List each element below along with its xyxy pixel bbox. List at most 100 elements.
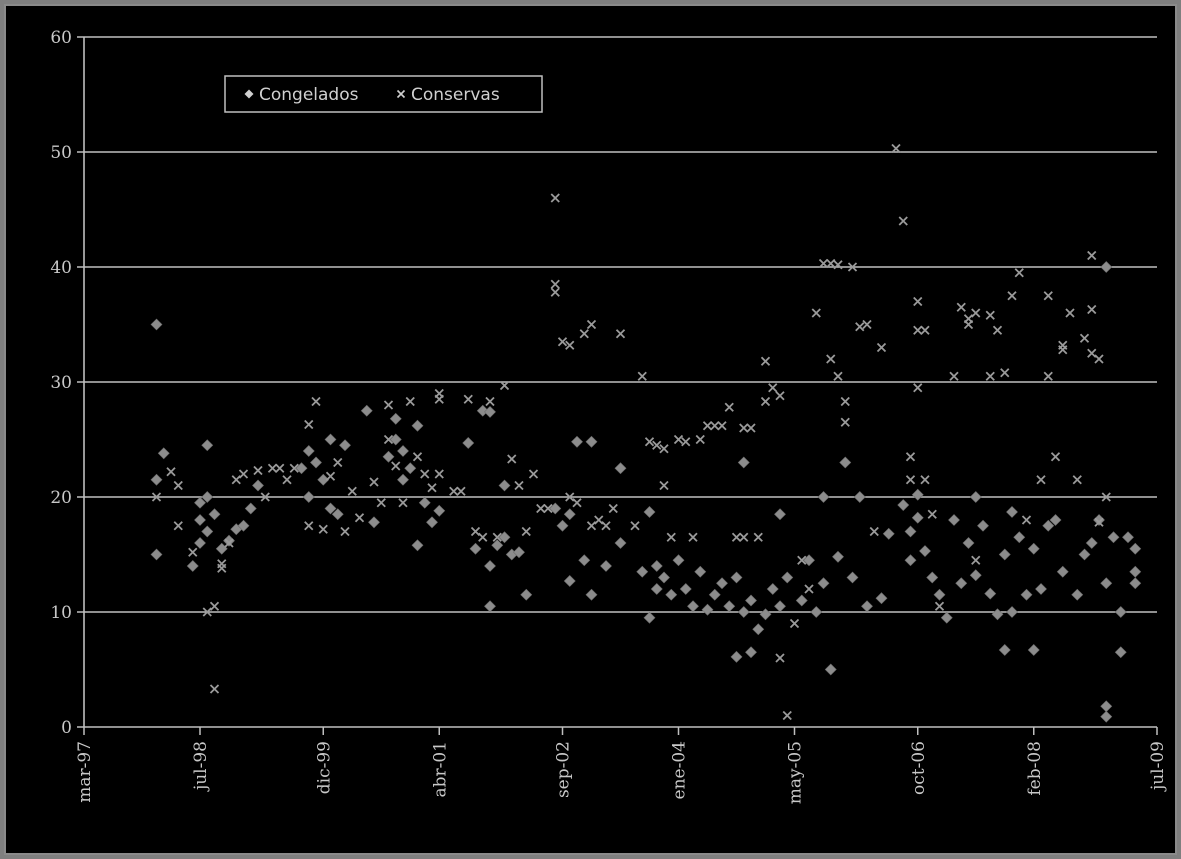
point-conservas xyxy=(550,279,560,289)
point-congelados xyxy=(759,608,772,621)
point-congelados xyxy=(875,592,888,605)
point-congelados xyxy=(600,560,612,572)
point-congelados xyxy=(861,600,873,613)
point-conservas xyxy=(971,308,981,318)
point-congelados xyxy=(658,571,670,584)
point-conservas xyxy=(775,391,785,401)
point-congelados xyxy=(766,583,779,595)
point-congelados xyxy=(563,575,576,587)
point-conservas xyxy=(456,486,466,496)
point-conservas xyxy=(492,532,502,542)
point-conservas xyxy=(898,216,908,226)
point-congelados xyxy=(1100,261,1113,273)
point-conservas xyxy=(289,463,299,473)
y-tick-label: 10 xyxy=(50,603,72,623)
point-congelados xyxy=(484,405,496,418)
point-congelados xyxy=(969,491,982,503)
point-conservas xyxy=(267,463,278,473)
point-congelados xyxy=(774,600,786,613)
point-congelados xyxy=(1114,646,1127,659)
point-conservas xyxy=(746,423,756,433)
point-congelados xyxy=(1056,565,1069,578)
y-tick-label: 0 xyxy=(61,718,72,738)
point-conservas xyxy=(434,388,444,399)
point-conservas xyxy=(840,417,850,427)
point-congelados xyxy=(810,606,823,618)
point-congelados xyxy=(585,435,598,448)
point-congelados xyxy=(302,491,315,503)
x-tick-label: ene-04 xyxy=(670,741,690,799)
chart-frame: 0 10 20 30 40 50 60 mar-97 jul-98 dic-99 abr-01 se… xyxy=(4,4,1177,855)
point-conservas xyxy=(304,419,314,430)
point-congelados xyxy=(389,433,402,446)
point-conservas xyxy=(833,371,843,381)
point-congelados xyxy=(882,527,895,540)
point-conservas xyxy=(739,532,749,542)
point-congelados xyxy=(1085,537,1098,549)
point-conservas xyxy=(782,710,792,721)
point-congelados xyxy=(1020,588,1033,601)
point-congelados xyxy=(679,583,692,595)
point-conservas xyxy=(731,532,742,542)
point-conservas xyxy=(1050,452,1061,462)
x-tick-label: mar-97 xyxy=(75,741,95,803)
point-congelados xyxy=(469,542,482,555)
point-conservas xyxy=(1094,354,1104,364)
point-congelados xyxy=(643,506,656,518)
point-conservas xyxy=(862,319,872,330)
point-congelados xyxy=(201,439,214,452)
point-conservas xyxy=(369,477,379,487)
point-congelados xyxy=(824,663,837,676)
x-tick-label: dic-99 xyxy=(314,741,334,794)
series-congelados xyxy=(150,261,1142,723)
point-congelados xyxy=(556,519,569,532)
point-congelados xyxy=(687,600,699,613)
point-conservas xyxy=(913,383,923,393)
point-conservas xyxy=(485,396,495,407)
point-congelados xyxy=(1122,531,1134,544)
point-congelados xyxy=(244,502,257,515)
point-conservas xyxy=(391,461,401,471)
point-conservas xyxy=(347,486,357,496)
point-congelados xyxy=(904,525,917,538)
point-congelados xyxy=(672,554,685,567)
point-conservas xyxy=(891,143,901,154)
point-congelados xyxy=(752,623,765,636)
point-congelados xyxy=(476,404,489,417)
point-congelados xyxy=(397,473,409,486)
point-conservas xyxy=(311,396,321,407)
point-conservas xyxy=(630,521,640,531)
point-congelados xyxy=(650,560,663,572)
point-conservas xyxy=(550,287,560,297)
point-conservas xyxy=(702,421,713,431)
point-congelados xyxy=(745,646,757,659)
point-conservas xyxy=(905,452,916,462)
point-congelados xyxy=(650,583,663,595)
point-congelados xyxy=(404,462,417,475)
point-congelados xyxy=(1027,542,1040,555)
point-congelados xyxy=(636,565,649,578)
point-congelados xyxy=(730,650,743,663)
point-congelados xyxy=(955,577,968,590)
point-congelados xyxy=(397,445,409,457)
point-congelados xyxy=(302,445,315,457)
point-conservas xyxy=(318,524,328,534)
point-congelados xyxy=(1100,577,1113,590)
point-conservas xyxy=(760,356,771,366)
point-conservas xyxy=(166,467,176,477)
point-conservas xyxy=(572,498,582,508)
point-congelados xyxy=(716,577,728,590)
point-congelados xyxy=(643,611,656,624)
point-congelados xyxy=(389,412,402,425)
point-congelados xyxy=(201,491,214,503)
point-conservas xyxy=(434,469,444,479)
point-conservas xyxy=(768,383,778,393)
point-conservas xyxy=(760,396,771,407)
point-conservas xyxy=(717,421,727,431)
point-conservas xyxy=(398,498,408,508)
point-conservas xyxy=(514,480,524,491)
point-conservas xyxy=(826,354,836,364)
x-tick-label: jul-98 xyxy=(191,741,211,792)
y-tick-label: 60 xyxy=(50,28,72,48)
point-conservas xyxy=(579,329,589,339)
